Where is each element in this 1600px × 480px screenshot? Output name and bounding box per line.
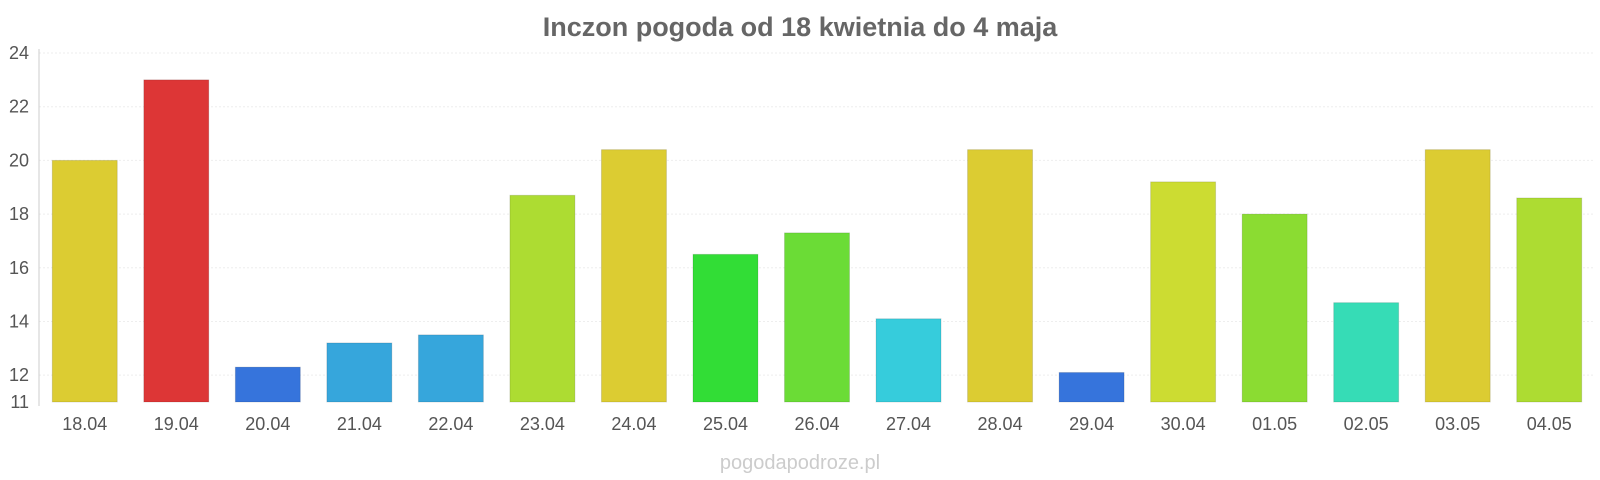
y-tick-label: 20 — [9, 150, 29, 170]
x-tick-label: 01.05 — [1252, 414, 1297, 434]
y-tick-label: 14 — [9, 311, 29, 331]
x-tick-label: 19.04 — [154, 414, 199, 434]
bar-02.05 — [1333, 302, 1400, 403]
x-tick-label: 03.05 — [1435, 414, 1480, 434]
chart-title: Inczon pogoda od 18 kwietnia do 4 maja — [543, 12, 1059, 42]
y-tick-label: 11 — [10, 392, 29, 412]
y-tick-label: 24 — [9, 43, 29, 63]
x-tick-label: 22.04 — [428, 414, 473, 434]
x-tick-label: 23.04 — [520, 414, 565, 434]
bars-group — [51, 79, 1583, 403]
x-tick-label: 28.04 — [978, 414, 1023, 434]
y-tick-label: 18 — [9, 204, 29, 224]
x-tick-label: 24.04 — [611, 414, 656, 434]
y-tick-label: 12 — [9, 365, 29, 385]
bar-04.05 — [1516, 197, 1583, 403]
x-tick-label: 18.04 — [62, 414, 107, 434]
bar-26.04 — [784, 232, 850, 403]
x-tick-label: 20.04 — [245, 414, 290, 434]
x-tick-label: 27.04 — [886, 414, 931, 434]
x-tick-label: 02.05 — [1344, 414, 1389, 434]
bar-29.04 — [1058, 371, 1125, 403]
bar-22.04 — [417, 334, 484, 403]
bar-25.04 — [692, 253, 759, 403]
bar-27.04 — [875, 318, 942, 403]
y-tick-label: 22 — [9, 97, 29, 117]
bar-18.04 — [51, 159, 118, 403]
x-tick-label: 26.04 — [794, 414, 839, 434]
bar-21.04 — [326, 342, 393, 403]
bar-28.04 — [967, 149, 1034, 403]
bar-03.05 — [1424, 149, 1491, 403]
watermark: pogodapodroze.pl — [720, 452, 880, 474]
bar-24.04 — [600, 149, 667, 403]
bar-23.04 — [509, 194, 576, 403]
bar-20.04 — [234, 366, 301, 403]
bar-19.04 — [143, 79, 210, 403]
x-tick-label: 25.04 — [703, 414, 748, 434]
y-tick-label: 16 — [9, 258, 29, 278]
bar-01.05 — [1241, 213, 1308, 403]
x-axis: 18.04 19.04 20.04 21.04 22.04 23.04 24.04 25.04… — [62, 414, 1572, 434]
x-tick-label: 29.04 — [1069, 414, 1114, 434]
x-tick-label: 21.04 — [337, 414, 382, 434]
bar-30.04 — [1150, 181, 1217, 403]
y-axis: 11 12 14 16 18 20 22 24 — [9, 43, 40, 412]
x-tick-label: 30.04 — [1161, 414, 1206, 434]
x-tick-label: 04.05 — [1527, 414, 1572, 434]
